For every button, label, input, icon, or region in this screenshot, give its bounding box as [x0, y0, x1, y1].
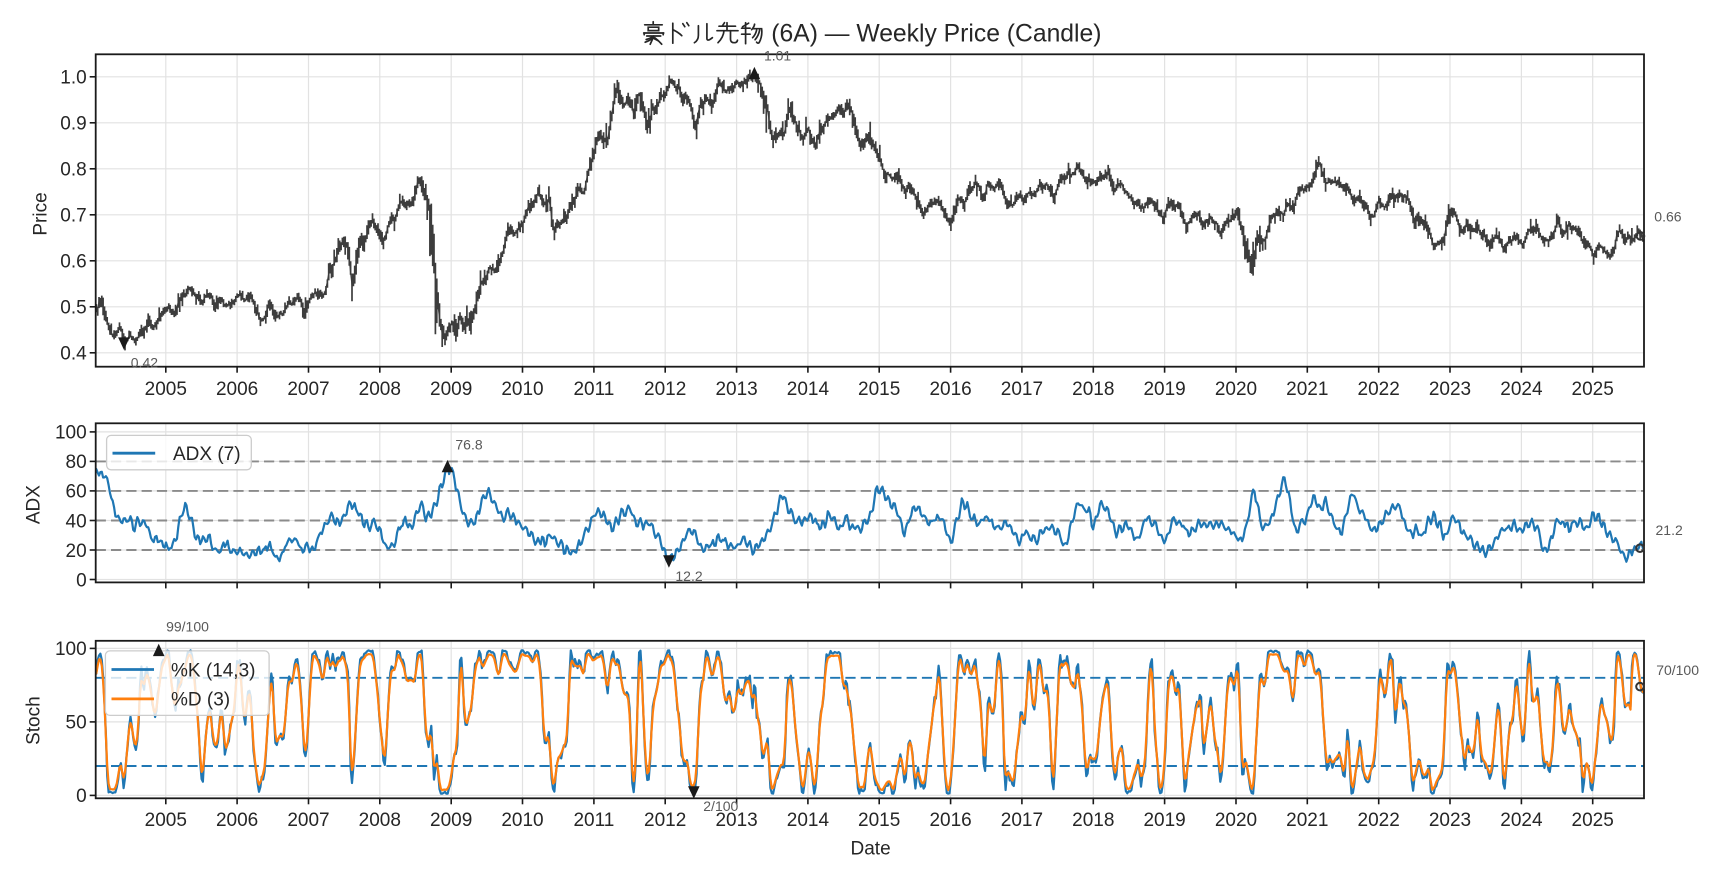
svg-text:0.4: 0.4: [60, 344, 87, 365]
svg-text:2011: 2011: [573, 810, 614, 831]
svg-text:2017: 2017: [1001, 379, 1043, 400]
svg-text:20: 20: [66, 541, 87, 562]
svg-text:Date: Date: [851, 839, 891, 860]
svg-text:2022: 2022: [1358, 379, 1400, 400]
svg-text:2012: 2012: [644, 379, 686, 400]
svg-text:2/100: 2/100: [703, 798, 738, 814]
svg-text:2007: 2007: [287, 379, 329, 400]
svg-text:2021: 2021: [1286, 810, 1328, 831]
svg-text:21.2: 21.2: [1656, 522, 1683, 538]
svg-text:40: 40: [66, 511, 87, 532]
svg-text:2025: 2025: [1572, 379, 1614, 400]
svg-text:2006: 2006: [216, 379, 258, 400]
svg-text:ADX: ADX: [24, 485, 45, 524]
svg-text:0.66: 0.66: [1654, 209, 1681, 225]
svg-text:2016: 2016: [929, 810, 971, 831]
svg-text:76.8: 76.8: [455, 437, 482, 453]
svg-text:0: 0: [76, 786, 87, 807]
svg-text:2015: 2015: [858, 810, 900, 831]
svg-text:ADX (7): ADX (7): [173, 444, 241, 465]
svg-text:0.42: 0.42: [131, 354, 158, 370]
svg-text:%D (3): %D (3): [171, 690, 230, 711]
svg-text:2008: 2008: [359, 379, 401, 400]
svg-text:2021: 2021: [1286, 379, 1328, 400]
svg-text:2005: 2005: [145, 810, 187, 831]
svg-text:2022: 2022: [1358, 810, 1400, 831]
svg-text:0.8: 0.8: [60, 160, 86, 181]
svg-text:1.01: 1.01: [764, 48, 791, 64]
svg-text:2020: 2020: [1215, 379, 1257, 400]
svg-text:2024: 2024: [1500, 379, 1543, 400]
svg-text:2007: 2007: [287, 810, 329, 831]
svg-text:2009: 2009: [430, 810, 472, 831]
svg-text:2017: 2017: [1001, 810, 1043, 831]
svg-text:0.9: 0.9: [60, 114, 86, 135]
svg-text:2012: 2012: [644, 810, 686, 831]
svg-text:2005: 2005: [145, 379, 187, 400]
svg-text:2018: 2018: [1072, 379, 1114, 400]
svg-text:100: 100: [55, 423, 87, 444]
svg-text:2018: 2018: [1072, 810, 1114, 831]
svg-text:2014: 2014: [787, 379, 830, 400]
svg-text:100: 100: [55, 639, 87, 660]
svg-text:2011: 2011: [573, 379, 614, 400]
svg-text:2006: 2006: [216, 810, 258, 831]
svg-text:0: 0: [76, 570, 87, 591]
svg-text:0.7: 0.7: [60, 206, 86, 227]
svg-text:2010: 2010: [501, 810, 543, 831]
svg-text:2019: 2019: [1143, 379, 1185, 400]
svg-text:2020: 2020: [1215, 810, 1257, 831]
svg-text:2013: 2013: [715, 810, 757, 831]
svg-text:60: 60: [66, 482, 87, 503]
svg-text:80: 80: [66, 452, 87, 473]
svg-text:2010: 2010: [501, 379, 543, 400]
svg-text:99/100: 99/100: [166, 619, 209, 635]
svg-text:2016: 2016: [929, 379, 971, 400]
svg-text:2015: 2015: [858, 379, 900, 400]
svg-text:0.5: 0.5: [60, 298, 86, 319]
svg-text:0.6: 0.6: [60, 252, 86, 273]
svg-text:70/100: 70/100: [1656, 662, 1699, 678]
svg-text:2024: 2024: [1500, 810, 1543, 831]
svg-text:2008: 2008: [359, 810, 401, 831]
svg-text:(6A) — Weekly Price (Candle): (6A) — Weekly Price (Candle): [771, 21, 1101, 48]
svg-text:2019: 2019: [1143, 810, 1185, 831]
svg-text:1.0: 1.0: [60, 68, 86, 89]
svg-text:12.2: 12.2: [675, 568, 702, 584]
svg-text:2013: 2013: [715, 379, 757, 400]
svg-text:50: 50: [66, 713, 87, 734]
svg-text:2025: 2025: [1572, 810, 1614, 831]
svg-text:2023: 2023: [1429, 379, 1471, 400]
svg-text:2014: 2014: [787, 810, 830, 831]
svg-text:Stoch: Stoch: [24, 696, 45, 745]
svg-text:Price: Price: [31, 192, 52, 235]
svg-text:2009: 2009: [430, 379, 472, 400]
svg-text:2023: 2023: [1429, 810, 1471, 831]
svg-text:%K (14,3): %K (14,3): [171, 660, 255, 681]
